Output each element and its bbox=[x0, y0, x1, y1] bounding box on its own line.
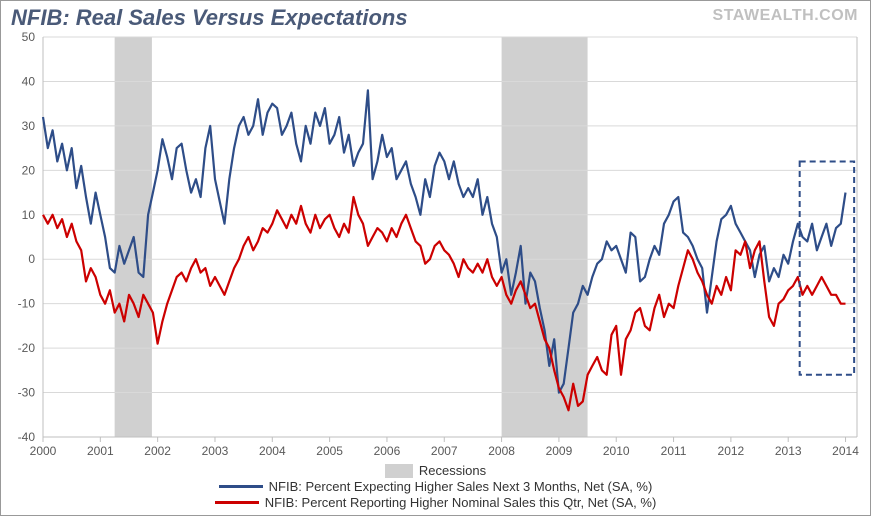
recessions-swatch bbox=[385, 464, 413, 478]
chart-container: NFIB: Real Sales Versus Expectations STA… bbox=[0, 0, 871, 516]
svg-text:2007: 2007 bbox=[431, 444, 458, 458]
svg-text:2000: 2000 bbox=[30, 444, 57, 458]
svg-text:2005: 2005 bbox=[316, 444, 343, 458]
svg-text:20: 20 bbox=[22, 163, 36, 177]
svg-text:-40: -40 bbox=[18, 430, 36, 444]
svg-text:0: 0 bbox=[28, 252, 35, 266]
legend-label-series2: NFIB: Percent Reporting Higher Nominal S… bbox=[265, 495, 657, 510]
svg-text:2008: 2008 bbox=[488, 444, 515, 458]
series2-swatch bbox=[215, 501, 259, 504]
svg-text:50: 50 bbox=[22, 30, 36, 44]
svg-text:2004: 2004 bbox=[259, 444, 286, 458]
legend-label-recessions: Recessions bbox=[419, 463, 486, 478]
svg-text:-30: -30 bbox=[18, 386, 36, 400]
svg-text:2011: 2011 bbox=[661, 444, 687, 458]
legend-label-series1: NFIB: Percent Expecting Higher Sales Nex… bbox=[269, 479, 653, 494]
chart-title: NFIB: Real Sales Versus Expectations bbox=[11, 5, 408, 31]
legend: Recessions NFIB: Percent Expecting Highe… bbox=[1, 462, 870, 511]
svg-text:10: 10 bbox=[22, 208, 36, 222]
svg-text:40: 40 bbox=[22, 74, 36, 88]
svg-text:-20: -20 bbox=[18, 341, 36, 355]
series1-swatch bbox=[219, 485, 263, 488]
plot-area: -40-30-20-100102030405020002001200220032… bbox=[43, 37, 857, 437]
svg-text:2001: 2001 bbox=[87, 444, 114, 458]
title-bar: NFIB: Real Sales Versus Expectations STA… bbox=[1, 1, 870, 35]
legend-row-recessions: Recessions bbox=[1, 463, 870, 478]
svg-text:2002: 2002 bbox=[144, 444, 171, 458]
svg-text:2010: 2010 bbox=[603, 444, 630, 458]
svg-text:-10: -10 bbox=[18, 297, 36, 311]
svg-text:2013: 2013 bbox=[775, 444, 802, 458]
svg-text:2003: 2003 bbox=[202, 444, 229, 458]
legend-row-series2: NFIB: Percent Reporting Higher Nominal S… bbox=[1, 495, 870, 510]
svg-text:2006: 2006 bbox=[374, 444, 401, 458]
svg-text:30: 30 bbox=[22, 119, 36, 133]
svg-text:2009: 2009 bbox=[546, 444, 573, 458]
watermark: STAWEALTH.COM bbox=[713, 7, 858, 25]
plot-svg: -40-30-20-100102030405020002001200220032… bbox=[43, 37, 857, 457]
svg-text:2012: 2012 bbox=[718, 444, 745, 458]
legend-row-series1: NFIB: Percent Expecting Higher Sales Nex… bbox=[1, 479, 870, 494]
svg-text:2014: 2014 bbox=[832, 444, 859, 458]
